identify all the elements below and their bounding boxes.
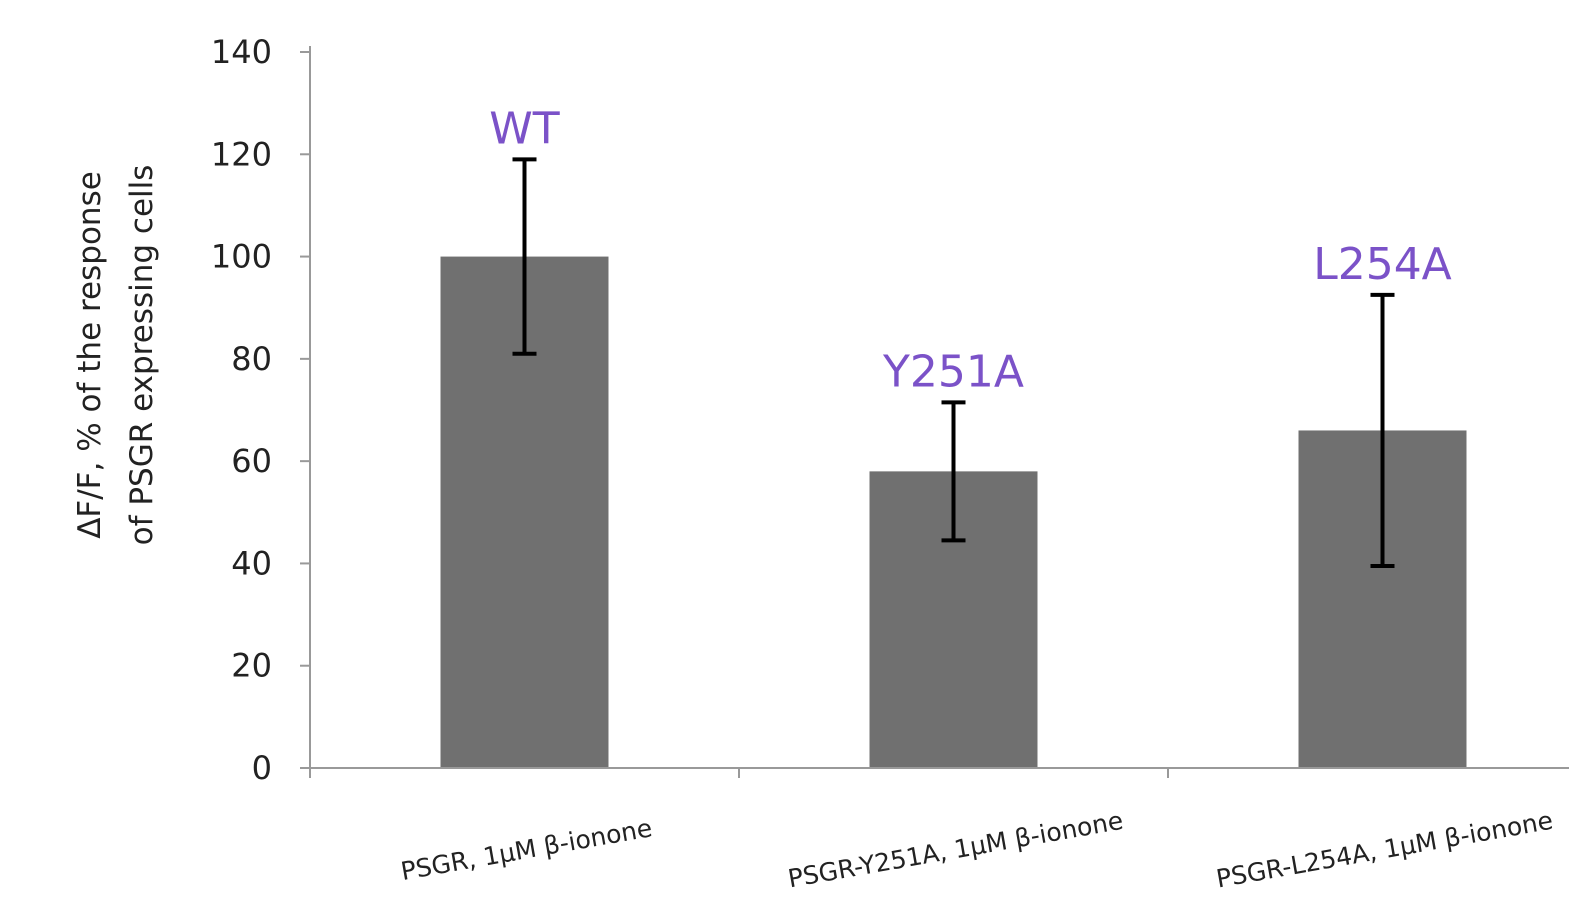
y-tick-label: 60 — [231, 442, 272, 480]
y-axis-title-line2: of PSGR expressing cells — [124, 165, 160, 546]
x-axis-category-labels: PSGR, 1µM β-ionone PSGR-Y251A, 1µM β-iono… — [399, 806, 1555, 894]
axes — [309, 46, 1569, 778]
x-category-label: PSGR-Y251A, 1µM β-ionone — [786, 806, 1126, 894]
y-tick-label: 120 — [211, 135, 272, 173]
y-tick-label: 0 — [252, 749, 272, 787]
y-tick-label: 80 — [231, 340, 272, 378]
x-category-label: PSGR-L254A, 1µM β-ionone — [1214, 806, 1555, 894]
bar-annotation: WT — [489, 103, 560, 154]
y-axis-ticks: 0 20 40 60 80 100 120 140 — [211, 33, 310, 787]
y-tick-label: 140 — [211, 33, 272, 71]
y-tick-label: 20 — [231, 647, 272, 685]
bar-annotation: Y251A — [882, 346, 1024, 397]
y-axis-title: ΔF/F, % of the response of PSGR expressi… — [72, 165, 160, 546]
x-category-label: PSGR, 1µM β-ionone — [399, 813, 655, 886]
bar-annotation: L254A — [1313, 239, 1452, 290]
y-tick-label: 40 — [231, 544, 272, 582]
y-axis-title-line1: ΔF/F, % of the response — [72, 171, 108, 539]
y-tick-label: 100 — [211, 238, 272, 276]
bars — [440, 256, 1467, 768]
error-bars — [512, 157, 1395, 568]
bar-annotations: WT Y251A L254A — [489, 103, 1452, 397]
